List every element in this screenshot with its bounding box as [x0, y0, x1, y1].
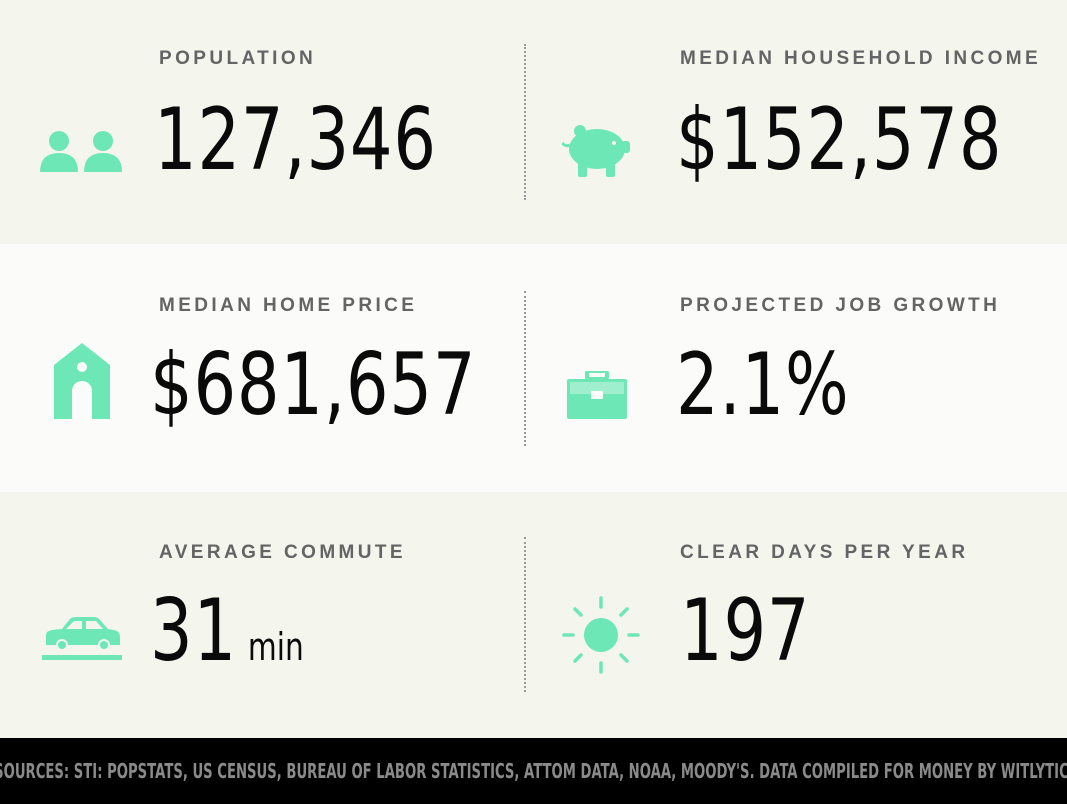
home-price-value: $681,657	[150, 335, 477, 435]
sources-footer: SOURCES: STI: POPSTATS, US CENSUS, BUREA…	[0, 738, 1067, 804]
piggy-bank-icon	[562, 121, 632, 179]
sun-icon	[562, 596, 640, 674]
income-value: $152,578	[676, 90, 1003, 190]
commute-label: AVERAGE COMMUTE	[159, 542, 406, 563]
population-value: 127,346	[154, 90, 437, 190]
job-growth-value: 2.1%	[676, 335, 850, 435]
commute-unit: min	[247, 625, 304, 669]
briefcase-icon	[567, 371, 627, 419]
sources-text: SOURCES: STI: POPSTATS, US CENSUS, BUREA…	[0, 759, 1067, 783]
clear-days-label: CLEAR DAYS PER YEAR	[680, 542, 969, 563]
stats-row-1	[0, 0, 1067, 244]
car-icon	[42, 615, 122, 661]
income-label: MEDIAN HOUSEHOLD INCOME	[680, 48, 1042, 69]
stats-row-3	[0, 492, 1067, 738]
column-divider	[524, 44, 526, 200]
home-price-label: MEDIAN HOME PRICE	[159, 295, 418, 316]
people-icon	[40, 130, 124, 172]
column-divider	[524, 537, 526, 692]
job-growth-label: PROJECTED JOB GROWTH	[680, 295, 1001, 316]
column-divider	[524, 291, 526, 446]
stats-row-2	[0, 244, 1067, 492]
house-icon	[54, 343, 110, 419]
commute-number: 31	[150, 581, 237, 681]
commute-value: 31 min	[150, 588, 304, 674]
clear-days-value: 197	[680, 581, 811, 681]
population-label: POPULATION	[159, 48, 317, 69]
